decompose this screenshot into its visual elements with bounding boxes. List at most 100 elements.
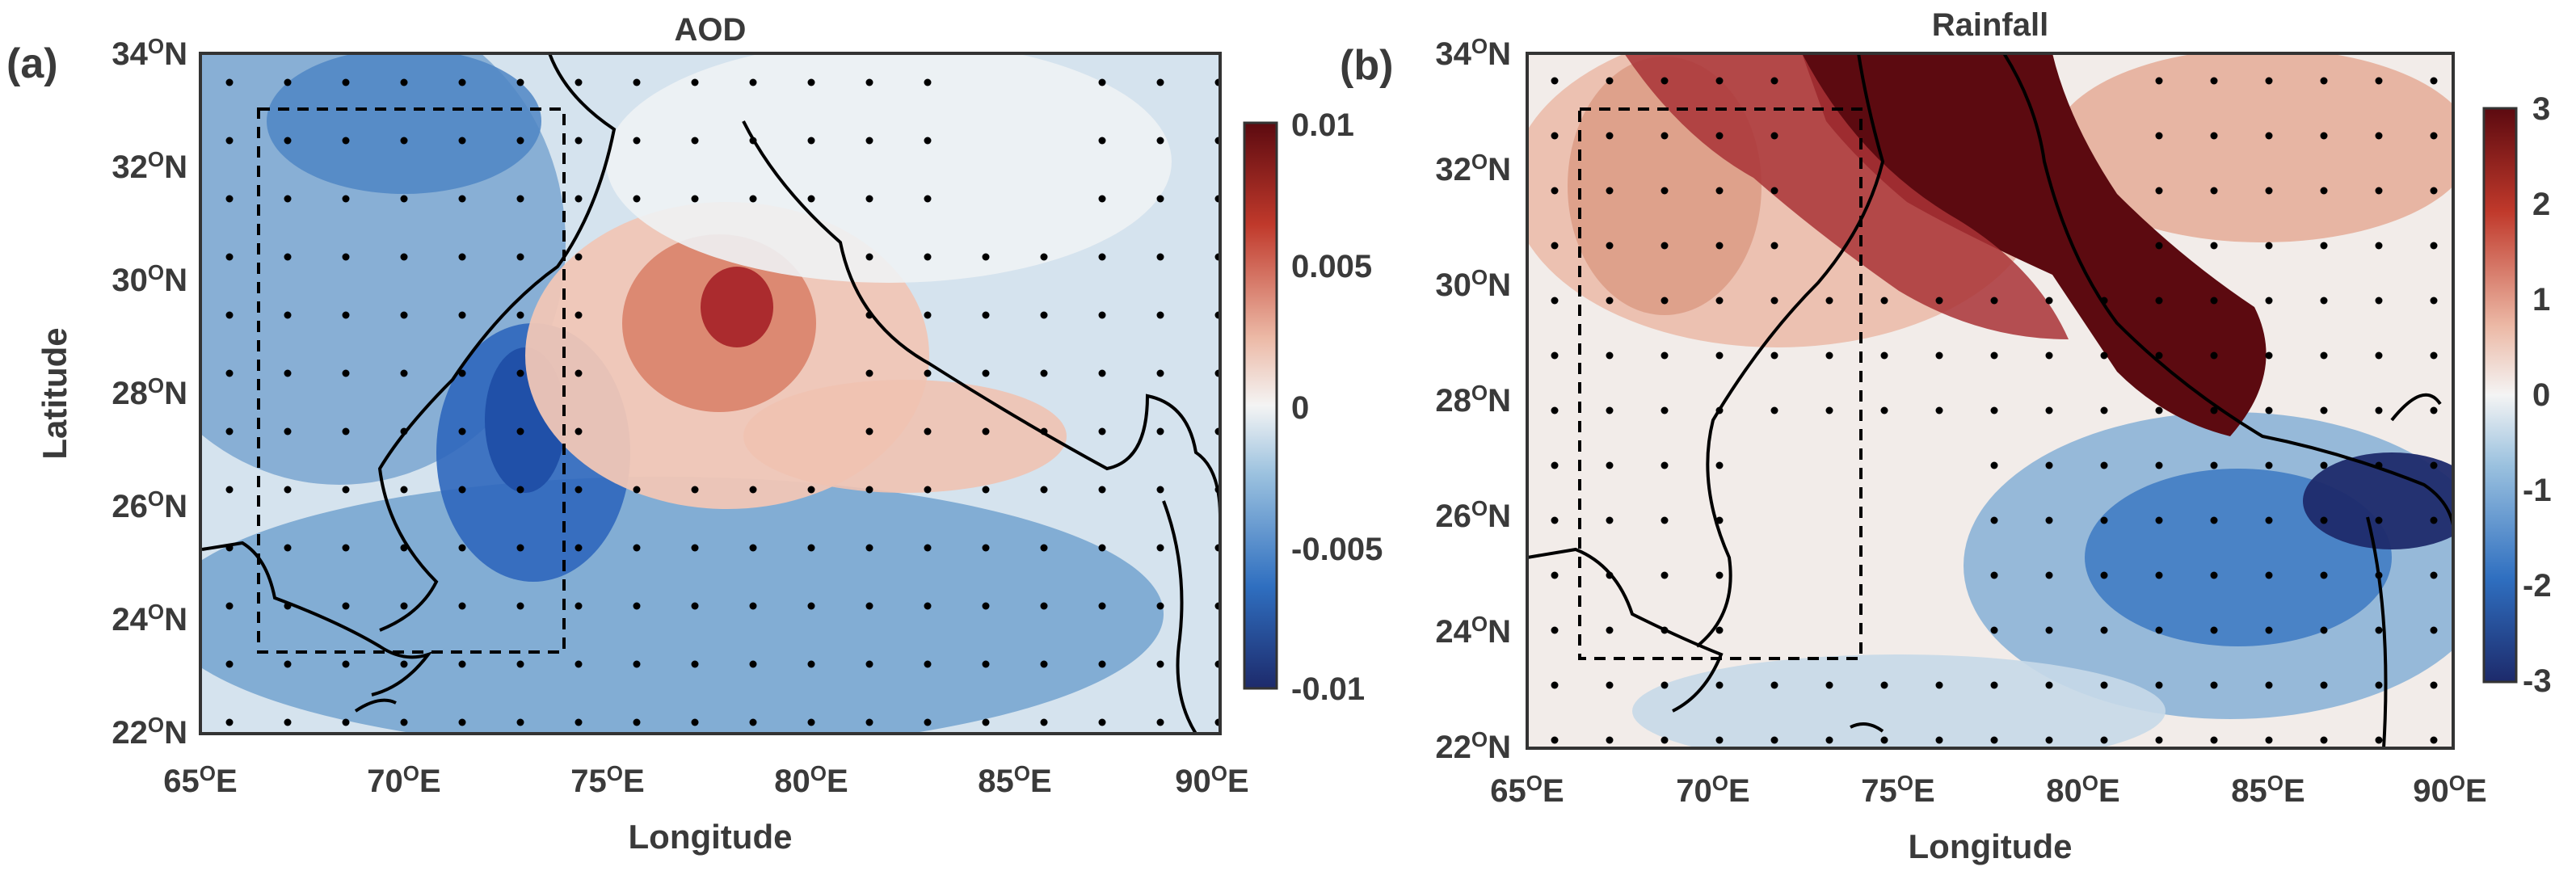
significance-dot	[2210, 681, 2218, 689]
panel-b-colorbar-tick-label: 0	[2532, 377, 2550, 413]
significance-dot	[1770, 297, 1778, 305]
significance-dot	[2320, 736, 2328, 744]
significance-dot	[1098, 544, 1106, 552]
significance-dot	[2375, 132, 2383, 140]
significance-dot	[2210, 406, 2218, 414]
significance-dot	[2045, 461, 2053, 469]
significance-dot	[2430, 132, 2438, 140]
significance-dot	[1040, 486, 1048, 494]
significance-dot	[458, 427, 466, 436]
panel-b-lon-tick-label: 85OE	[2231, 771, 2305, 809]
significance-dot	[1880, 681, 1888, 689]
significance-dot	[982, 369, 990, 377]
significance-dot	[284, 660, 292, 668]
significance-dot	[342, 427, 350, 436]
significance-dot	[2265, 406, 2273, 414]
significance-dot	[865, 369, 873, 377]
significance-dot	[2375, 406, 2383, 414]
significance-dot	[400, 660, 408, 668]
significance-dot	[1661, 132, 1669, 140]
significance-dot	[516, 78, 524, 86]
significance-dot	[2430, 571, 2438, 579]
significance-dot	[284, 137, 292, 145]
significance-dot	[1551, 351, 1559, 360]
significance-dot	[1661, 736, 1669, 744]
significance-dot	[2210, 297, 2218, 305]
panel-b-title: Rainfall	[1932, 7, 2048, 43]
significance-dot	[924, 369, 932, 377]
significance-dot	[2155, 297, 2163, 305]
significance-dot	[2320, 187, 2328, 195]
significance-dot	[1770, 351, 1778, 360]
panel-b-lat-tick-label: 34ON	[1435, 34, 1511, 72]
significance-dot	[691, 78, 699, 86]
significance-dot	[458, 602, 466, 610]
significance-dot	[400, 195, 408, 203]
panel-b-colorbar-bar	[2482, 107, 2518, 684]
significance-dot	[575, 78, 583, 86]
significance-dot	[2320, 406, 2328, 414]
significance-dot	[2210, 626, 2218, 634]
panel-b-colorbar-tick-label: 1	[2532, 282, 2550, 318]
significance-dot	[1098, 602, 1106, 610]
significance-dot	[2320, 351, 2328, 360]
significance-dot	[1770, 406, 1778, 414]
significance-dot	[2210, 736, 2218, 744]
significance-dot	[2210, 242, 2218, 250]
significance-dot	[691, 602, 699, 610]
significance-dot	[1098, 253, 1106, 261]
significance-dot	[575, 718, 583, 726]
significance-dot	[516, 311, 524, 319]
significance-dot	[1156, 253, 1164, 261]
significance-dot	[2100, 736, 2108, 744]
significance-dot	[1661, 406, 1669, 414]
significance-dot	[1715, 461, 1724, 469]
significance-dot	[2045, 736, 2053, 744]
significance-dot	[633, 195, 641, 203]
significance-dot	[865, 78, 873, 86]
significance-dot	[749, 602, 757, 610]
significance-dot	[1935, 297, 1943, 305]
significance-dot	[2375, 626, 2383, 634]
significance-dot	[982, 718, 990, 726]
significance-dot	[924, 195, 932, 203]
significance-dot	[982, 311, 990, 319]
significance-dot	[1606, 297, 1614, 305]
significance-dot	[1040, 660, 1048, 668]
significance-dot	[2045, 681, 2053, 689]
significance-dot	[749, 660, 757, 668]
significance-dot	[865, 544, 873, 552]
significance-dot	[225, 427, 234, 436]
significance-dot	[1715, 351, 1724, 360]
significance-dot	[2155, 406, 2163, 414]
significance-dot	[807, 195, 815, 203]
significance-dot	[1770, 77, 1778, 85]
significance-dot	[342, 544, 350, 552]
significance-dot	[924, 78, 932, 86]
significance-dot	[1098, 718, 1106, 726]
significance-dot	[865, 427, 873, 436]
panel-b-lat-tick-label: 26ON	[1435, 496, 1511, 534]
significance-dot	[1551, 516, 1559, 524]
significance-dot	[2265, 242, 2273, 250]
significance-dot	[1606, 461, 1614, 469]
significance-dot	[400, 602, 408, 610]
panel-b-strong-negative-core	[2303, 452, 2453, 549]
significance-dot	[516, 660, 524, 668]
significance-dot	[400, 369, 408, 377]
significance-dot	[2100, 571, 2108, 579]
significance-dot	[1935, 736, 1943, 744]
panel-a-frame	[199, 52, 1222, 735]
significance-dot	[1606, 187, 1614, 195]
significance-dot	[1990, 516, 1998, 524]
significance-dot	[807, 137, 815, 145]
significance-dot	[2375, 351, 2383, 360]
significance-dot	[865, 660, 873, 668]
significance-dot	[516, 137, 524, 145]
significance-dot	[1990, 571, 1998, 579]
significance-dot	[225, 253, 234, 261]
significance-dot	[458, 253, 466, 261]
significance-dot	[633, 660, 641, 668]
significance-dot	[1715, 132, 1724, 140]
panel-a-lon-tick-label: 85OE	[978, 761, 1051, 799]
